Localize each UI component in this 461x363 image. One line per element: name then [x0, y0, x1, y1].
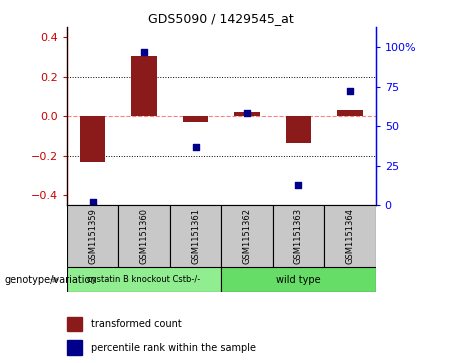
Point — [89, 199, 96, 205]
Text: GSM1151363: GSM1151363 — [294, 208, 303, 264]
Text: GSM1151359: GSM1151359 — [88, 208, 97, 264]
Bar — [234, 112, 260, 116]
Text: GSM1151360: GSM1151360 — [140, 208, 148, 264]
Bar — [67, 267, 221, 292]
Text: percentile rank within the sample: percentile rank within the sample — [91, 343, 256, 352]
Bar — [131, 56, 157, 116]
Point — [192, 144, 199, 150]
Bar — [67, 340, 82, 355]
Text: GSM1151361: GSM1151361 — [191, 208, 200, 264]
Bar — [324, 205, 376, 267]
Text: genotype/variation: genotype/variation — [5, 274, 97, 285]
Bar — [67, 205, 118, 267]
Bar — [170, 205, 221, 267]
Point — [346, 88, 354, 94]
Bar — [273, 205, 324, 267]
Point — [140, 49, 148, 55]
Text: cystatin B knockout Cstb-/-: cystatin B knockout Cstb-/- — [88, 275, 201, 284]
Bar — [286, 116, 311, 143]
Bar — [118, 205, 170, 267]
Bar — [67, 317, 82, 331]
Text: GSM1151362: GSM1151362 — [242, 208, 252, 264]
Point — [295, 182, 302, 187]
Text: GSM1151364: GSM1151364 — [345, 208, 355, 264]
Bar — [221, 205, 273, 267]
Text: wild type: wild type — [276, 274, 321, 285]
Bar — [183, 116, 208, 122]
Bar — [337, 110, 363, 116]
Point — [243, 110, 251, 116]
Bar — [221, 267, 376, 292]
Bar — [80, 116, 106, 162]
Title: GDS5090 / 1429545_at: GDS5090 / 1429545_at — [148, 12, 294, 25]
Text: transformed count: transformed count — [91, 319, 182, 329]
